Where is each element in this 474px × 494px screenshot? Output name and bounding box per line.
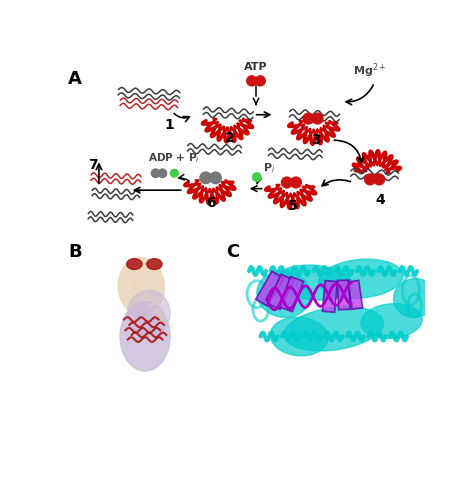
Text: Mg$^{2+}$: Mg$^{2+}$ (353, 61, 387, 80)
Ellipse shape (128, 290, 170, 336)
Text: ATP: ATP (244, 62, 268, 72)
Ellipse shape (146, 259, 162, 270)
Ellipse shape (270, 317, 328, 356)
Bar (322, 281, 337, 312)
Text: P$_i$: P$_i$ (263, 161, 275, 175)
Text: B: B (68, 243, 82, 260)
Ellipse shape (118, 257, 164, 315)
Circle shape (171, 169, 178, 177)
Circle shape (247, 76, 257, 86)
Text: 3: 3 (311, 133, 321, 147)
Ellipse shape (127, 259, 142, 270)
Circle shape (365, 174, 375, 185)
Ellipse shape (257, 271, 310, 317)
Circle shape (255, 76, 265, 86)
Text: 5: 5 (288, 199, 298, 213)
Text: 6: 6 (206, 196, 215, 210)
Bar (337, 280, 350, 310)
Bar (267, 274, 294, 309)
Circle shape (291, 177, 301, 188)
Ellipse shape (319, 259, 403, 298)
Ellipse shape (361, 304, 422, 338)
Text: 1: 1 (165, 118, 174, 131)
Text: 4: 4 (375, 193, 385, 207)
Text: C: C (226, 243, 239, 260)
Circle shape (210, 172, 221, 184)
Bar (256, 271, 284, 306)
Ellipse shape (284, 307, 383, 351)
Text: 2: 2 (225, 131, 235, 145)
Circle shape (312, 113, 323, 124)
Ellipse shape (276, 265, 353, 300)
Text: A: A (68, 70, 82, 88)
Circle shape (374, 174, 384, 185)
Circle shape (303, 113, 314, 124)
Bar (348, 281, 363, 309)
Circle shape (200, 172, 211, 184)
Text: ADP + P$_i$: ADP + P$_i$ (148, 152, 201, 165)
Ellipse shape (120, 302, 170, 371)
Circle shape (282, 177, 292, 188)
Text: 7: 7 (88, 159, 98, 172)
Circle shape (253, 173, 261, 181)
Bar (279, 277, 303, 312)
Ellipse shape (393, 279, 436, 317)
Circle shape (151, 169, 160, 177)
Circle shape (158, 169, 167, 177)
